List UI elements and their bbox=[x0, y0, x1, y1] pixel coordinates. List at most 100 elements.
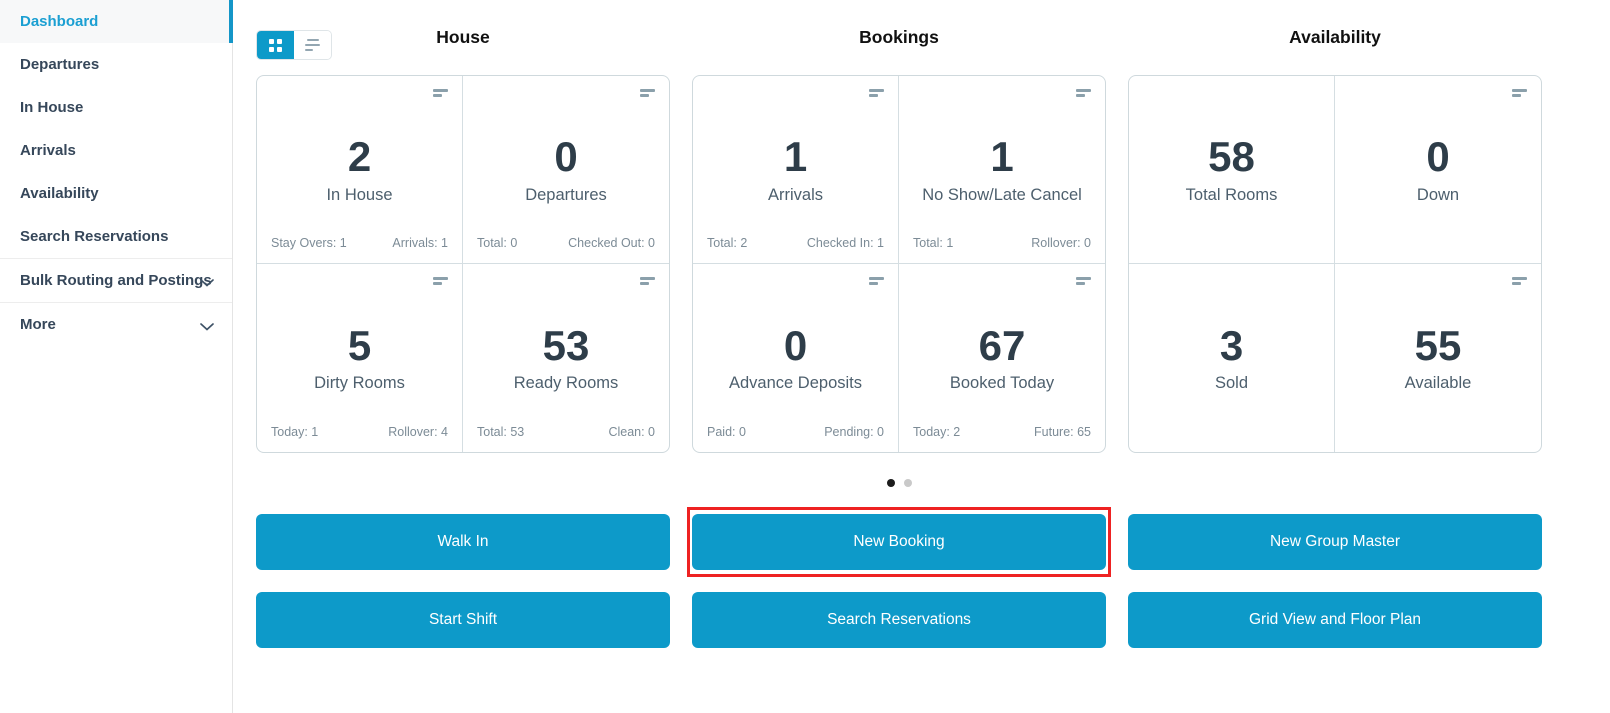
stat-value: 3 bbox=[1219, 321, 1244, 369]
stat-panels: 2 In House Stay Overs: 1 Arrivals: 1 0 D… bbox=[256, 75, 1610, 453]
section-title-bookings: Bookings bbox=[859, 27, 939, 47]
stat-foot-left: Stay Overs: 1 bbox=[271, 236, 347, 250]
card-menu-icon[interactable] bbox=[869, 89, 884, 97]
house-panel: 2 In House Stay Overs: 1 Arrivals: 1 0 D… bbox=[256, 75, 670, 453]
stat-card-sold[interactable]: 3 Sold bbox=[1129, 264, 1335, 452]
card-menu-icon[interactable] bbox=[640, 89, 655, 97]
stat-foot-left: Today: 1 bbox=[271, 425, 319, 439]
stat-label: Total Rooms bbox=[1185, 185, 1278, 204]
stat-foot-right: Pending: 0 bbox=[824, 425, 884, 439]
sidebar-item-in-house[interactable]: In House bbox=[0, 86, 232, 129]
stat-card-total-rooms[interactable]: 58 Total Rooms bbox=[1129, 76, 1335, 264]
card-menu-icon[interactable] bbox=[1076, 277, 1091, 285]
sidebar-item-dashboard[interactable]: Dashboard bbox=[0, 0, 233, 43]
stat-label: Down bbox=[1416, 185, 1460, 204]
view-toggle bbox=[256, 30, 332, 60]
stat-footer: Today: 2 Future: 65 bbox=[899, 425, 1105, 452]
stat-label: Available bbox=[1404, 374, 1472, 393]
stat-label: Ready Rooms bbox=[513, 374, 619, 393]
sidebar-item-label: Arrivals bbox=[20, 142, 76, 159]
stat-label: No Show/Late Cancel bbox=[922, 185, 1082, 204]
carousel-pagination bbox=[256, 479, 1610, 487]
stat-label: Advance Deposits bbox=[729, 374, 862, 393]
stat-foot-right: Clean: 0 bbox=[608, 425, 655, 439]
stat-footer: Total: 0 Checked Out: 0 bbox=[463, 236, 669, 263]
stat-foot-left: Paid: 0 bbox=[707, 425, 746, 439]
bookings-panel: 1 Arrivals Total: 2 Checked In: 1 1 No S… bbox=[692, 75, 1106, 453]
stat-value: 55 bbox=[1414, 321, 1462, 369]
stat-foot-left: Total: 1 bbox=[913, 236, 954, 250]
dashboard-header: House Bookings Availability bbox=[256, 0, 1610, 75]
carousel-dot-1[interactable] bbox=[886, 479, 895, 487]
stat-card-ready-rooms[interactable]: 53 Ready Rooms Total: 53 Clean: 0 bbox=[463, 264, 669, 452]
stat-footer: Total: 53 Clean: 0 bbox=[463, 425, 669, 452]
stat-card-in-house[interactable]: 2 In House Stay Overs: 1 Arrivals: 1 bbox=[257, 76, 463, 264]
availability-panel: 58 Total Rooms 0 Down 3 Sold 55 Availabl… bbox=[1128, 75, 1542, 453]
stat-foot-right: Future: 65 bbox=[1034, 425, 1091, 439]
stat-foot-left: Total: 0 bbox=[477, 236, 518, 250]
start-shift-button[interactable]: Start Shift bbox=[256, 592, 670, 648]
list-view-button[interactable] bbox=[294, 31, 331, 59]
stat-foot-right: Checked In: 1 bbox=[806, 236, 884, 250]
stat-footer: Stay Overs: 1 Arrivals: 1 bbox=[257, 236, 462, 263]
carousel-dot-2[interactable] bbox=[903, 479, 912, 487]
stat-value: 67 bbox=[978, 321, 1026, 369]
sidebar-item-departures[interactable]: Departures bbox=[0, 43, 232, 86]
stat-label: Dirty Rooms bbox=[314, 374, 405, 393]
stat-foot-left: Today: 2 bbox=[913, 425, 961, 439]
card-menu-icon[interactable] bbox=[433, 277, 448, 285]
stat-label: Arrivals bbox=[767, 185, 823, 204]
stat-label: In House bbox=[326, 185, 393, 204]
stat-card-down[interactable]: 0 Down bbox=[1335, 76, 1541, 264]
sidebar-item-bulk-routing-and-postings[interactable]: Bulk Routing and Postings bbox=[0, 258, 232, 302]
search-reservations-button[interactable]: Search Reservations bbox=[692, 592, 1106, 648]
stat-value: 0 bbox=[554, 133, 578, 181]
stat-foot-right: Arrivals: 1 bbox=[392, 236, 448, 250]
chevron-down-icon bbox=[200, 317, 214, 336]
stat-card-dirty-rooms[interactable]: 5 Dirty Rooms Today: 1 Rollover: 4 bbox=[257, 264, 463, 452]
grid-view-button[interactable] bbox=[257, 31, 294, 59]
stat-card-booked-today[interactable]: 67 Booked Today Today: 2 Future: 65 bbox=[899, 264, 1105, 452]
stat-footer: Today: 1 Rollover: 4 bbox=[257, 425, 462, 452]
new-booking-button-wrapper: New Booking bbox=[687, 507, 1111, 577]
card-menu-icon[interactable] bbox=[640, 277, 655, 285]
stat-value: 53 bbox=[542, 321, 590, 369]
stat-value: 1 bbox=[783, 133, 808, 181]
stat-card-no-show-late-cancel[interactable]: 1 No Show/Late Cancel Total: 1 Rollover:… bbox=[899, 76, 1105, 264]
sidebar-item-label: Departures bbox=[20, 56, 100, 73]
sidebar-item-label: In House bbox=[20, 99, 84, 116]
section-titles: House Bookings Availability bbox=[256, 0, 1610, 75]
stat-foot-left: Total: 2 bbox=[707, 236, 748, 250]
sidebar-item-search-reservations[interactable]: Search Reservations bbox=[0, 215, 232, 258]
new-booking-button[interactable]: New Booking bbox=[692, 514, 1106, 570]
sidebar-item-availability[interactable]: Availability bbox=[0, 172, 232, 215]
stat-card-departures[interactable]: 0 Departures Total: 0 Checked Out: 0 bbox=[463, 76, 669, 264]
card-menu-icon[interactable] bbox=[1076, 89, 1091, 97]
grid-view-icon bbox=[269, 38, 282, 52]
list-view-icon bbox=[305, 39, 320, 51]
sidebar-item-label: Availability bbox=[20, 185, 99, 202]
card-menu-icon[interactable] bbox=[869, 277, 884, 285]
stat-card-advance-deposits[interactable]: 0 Advance Deposits Paid: 0 Pending: 0 bbox=[693, 264, 899, 452]
walk-in-button[interactable]: Walk In bbox=[256, 514, 670, 570]
sidebar-item-arrivals[interactable]: Arrivals bbox=[0, 129, 232, 172]
section-title-house: House bbox=[436, 27, 490, 47]
stat-label: Departures bbox=[525, 185, 607, 204]
sidebar-item-label: Search Reservations bbox=[20, 228, 169, 245]
stat-card-arrivals[interactable]: 1 Arrivals Total: 2 Checked In: 1 bbox=[693, 76, 899, 264]
grid-view-and-floor-plan-button[interactable]: Grid View and Floor Plan bbox=[1128, 592, 1542, 648]
stat-card-available[interactable]: 55 Available bbox=[1335, 264, 1541, 452]
stat-value: 0 bbox=[783, 321, 808, 369]
stat-value: 58 bbox=[1208, 133, 1255, 181]
card-menu-icon[interactable] bbox=[433, 89, 448, 97]
section-title-availability: Availability bbox=[1289, 27, 1381, 47]
action-button-row-2: Start Shift Search Reservations Grid Vie… bbox=[256, 592, 1610, 648]
stat-value: 1 bbox=[990, 133, 1014, 181]
card-menu-icon[interactable] bbox=[1512, 277, 1527, 285]
stat-foot-left: Total: 53 bbox=[477, 425, 525, 439]
sidebar-item-more[interactable]: More bbox=[0, 302, 232, 346]
card-menu-icon[interactable] bbox=[1512, 89, 1527, 97]
sidebar: Dashboard Departures In House Arrivals A… bbox=[0, 0, 233, 713]
stat-footer: Paid: 0 Pending: 0 bbox=[693, 425, 898, 452]
new-group-master-button[interactable]: New Group Master bbox=[1128, 514, 1542, 570]
